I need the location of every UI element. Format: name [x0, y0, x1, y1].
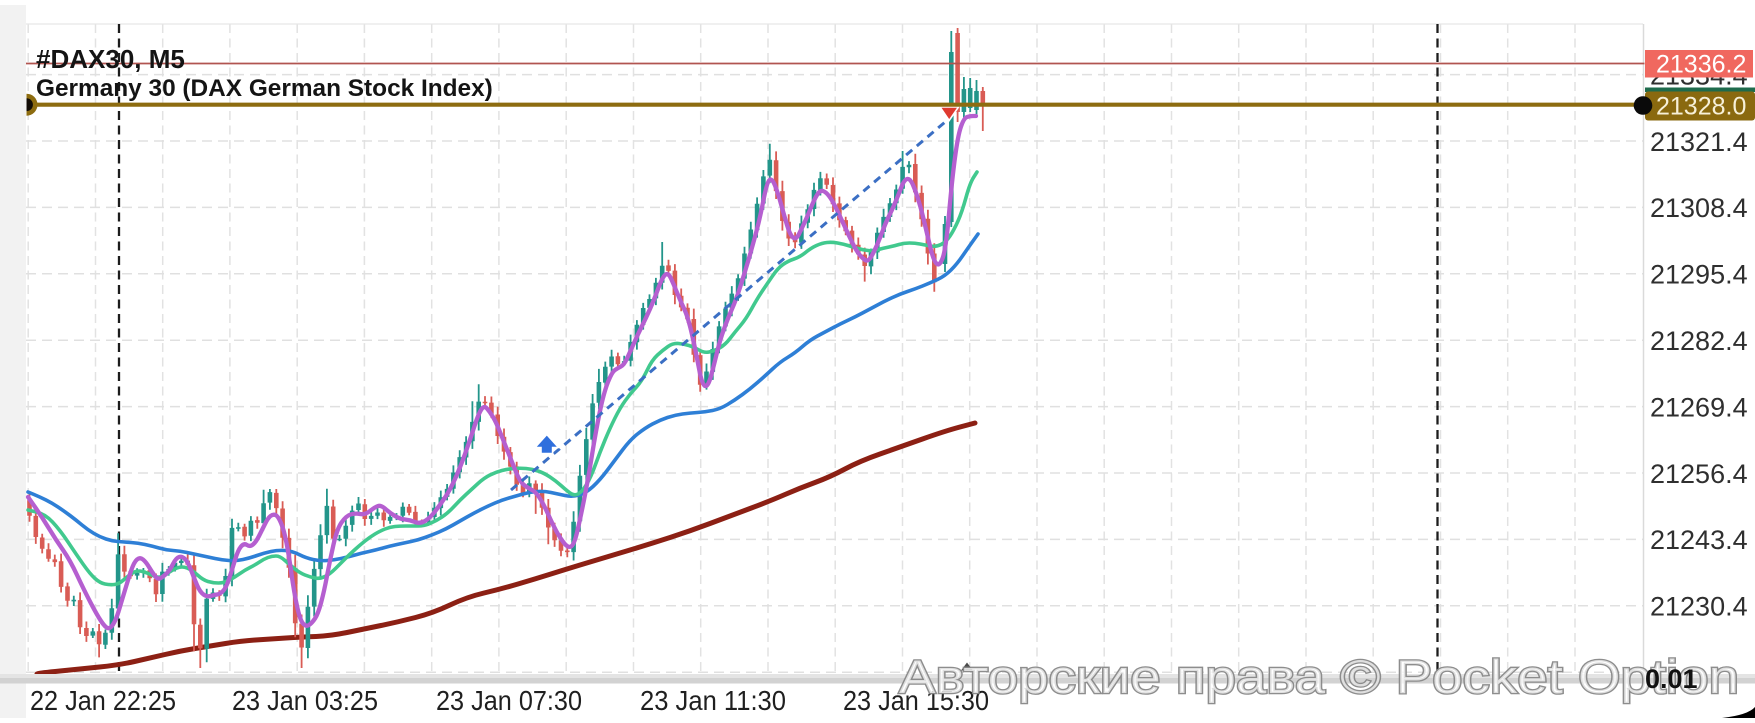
svg-text:21269.4: 21269.4 [1650, 392, 1748, 422]
svg-text:23 Jan 07:30: 23 Jan 07:30 [436, 685, 582, 716]
svg-text:21308.4: 21308.4 [1650, 193, 1748, 223]
svg-text:Авторские права © Pocket Optio: Авторские права © Pocket Option [899, 650, 1739, 703]
svg-text:21295.4: 21295.4 [1650, 260, 1748, 290]
svg-text:21243.4: 21243.4 [1650, 525, 1748, 555]
svg-text:21256.4: 21256.4 [1650, 459, 1748, 489]
svg-text:21230.4: 21230.4 [1650, 592, 1748, 622]
svg-text:Germany 30 (DAX German Stock I: Germany 30 (DAX German Stock Index) [36, 75, 493, 102]
svg-text:#DAX30, M5: #DAX30, M5 [36, 44, 185, 74]
svg-text:23 Jan 03:25: 23 Jan 03:25 [232, 685, 378, 716]
svg-text:22 Jan 22:25: 22 Jan 22:25 [30, 685, 176, 716]
svg-text:21282.4: 21282.4 [1650, 326, 1748, 356]
svg-text:0.01: 0.01 [1645, 664, 1698, 694]
svg-text:21328.0: 21328.0 [1656, 93, 1746, 121]
svg-text:23 Jan 11:30: 23 Jan 11:30 [640, 685, 786, 716]
svg-text:21336.2: 21336.2 [1656, 51, 1746, 79]
svg-text:21321.4: 21321.4 [1650, 127, 1748, 157]
